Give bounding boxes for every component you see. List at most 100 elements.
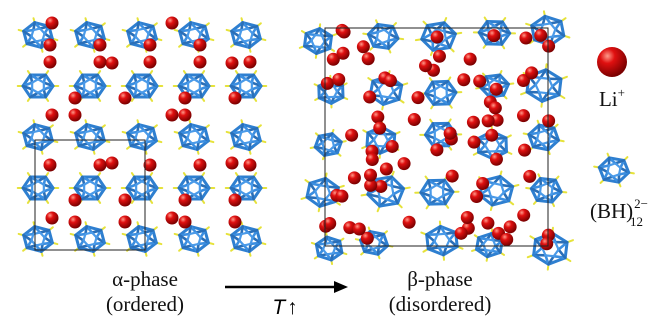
bond	[377, 39, 382, 43]
li-ion	[244, 56, 257, 69]
li-ion	[348, 171, 361, 184]
li-ion	[380, 163, 393, 176]
li-ion	[408, 113, 421, 126]
phase-title: α-phase	[112, 267, 178, 291]
li-ion	[144, 39, 157, 52]
cluster-charge: 2−	[634, 196, 648, 211]
li-ion	[517, 109, 530, 122]
li-ion	[517, 209, 530, 222]
li-ion	[482, 114, 495, 127]
bond	[428, 248, 439, 249]
bond	[135, 177, 137, 185]
li-ion	[119, 92, 132, 105]
li-ion	[504, 220, 517, 233]
li-ion	[69, 194, 82, 207]
bh-cluster	[175, 222, 214, 256]
li-ion	[485, 129, 498, 142]
bond	[96, 89, 98, 97]
bond	[554, 250, 559, 257]
li-ion	[44, 159, 57, 172]
li-ion	[398, 157, 411, 170]
bond	[318, 198, 325, 199]
bond	[200, 191, 202, 199]
bond	[439, 247, 447, 248]
cluster-label: (BH)2−12	[590, 196, 648, 229]
li-ion	[229, 194, 242, 207]
bh-cluster	[19, 222, 58, 256]
li-ion	[166, 212, 179, 225]
li-ion	[464, 53, 477, 66]
li-label: Li+	[599, 85, 625, 111]
bond	[135, 75, 137, 83]
li-ion	[500, 233, 513, 246]
li-ion	[94, 56, 107, 69]
bh-cluster	[474, 171, 519, 210]
li-ion	[487, 29, 500, 42]
arrow-head	[334, 281, 348, 293]
bh-cluster	[420, 77, 461, 108]
bond	[323, 250, 327, 255]
increase-arrow: ↑	[287, 296, 298, 319]
li-ion	[457, 73, 470, 86]
li-ion	[226, 157, 239, 170]
li-ion	[481, 217, 494, 230]
li-ion	[106, 157, 119, 170]
bond	[381, 96, 388, 97]
bond	[330, 146, 334, 150]
li-charge: +	[618, 85, 625, 100]
li-ion	[468, 136, 481, 149]
li-ion	[433, 50, 446, 63]
li-ion	[444, 127, 457, 140]
li-ion	[69, 216, 82, 229]
figure: α-phase (ordered) T↑ β-phase (disordered…	[0, 0, 670, 328]
li-ion	[179, 216, 192, 229]
li-ion	[362, 52, 375, 65]
li-ion	[366, 153, 379, 166]
bond	[319, 97, 328, 98]
bond	[148, 191, 150, 199]
bond	[498, 193, 503, 199]
li-ion	[46, 17, 59, 30]
bond	[187, 177, 189, 185]
li-ion	[519, 31, 532, 44]
li-ion	[119, 194, 132, 207]
li-ion	[94, 39, 107, 52]
phase-subtitle: (disordered)	[389, 292, 492, 316]
bh-cluster	[227, 18, 266, 52]
bond	[307, 197, 318, 198]
li-ion	[518, 144, 531, 157]
bh-cluster	[19, 120, 58, 154]
li-ion	[194, 159, 207, 172]
li-ion	[226, 57, 239, 70]
li-ion	[542, 114, 555, 127]
li-ion	[106, 57, 119, 70]
li-ion	[69, 109, 82, 122]
bond	[619, 168, 620, 175]
li-ion	[467, 116, 480, 129]
li-ion	[194, 39, 207, 52]
li-ion	[44, 56, 57, 69]
bh-cluster	[594, 154, 634, 187]
bh-cluster	[18, 173, 59, 203]
li-ion	[46, 109, 59, 122]
li-ion	[371, 111, 384, 124]
li-ion	[94, 159, 107, 172]
li-ion	[430, 143, 443, 156]
alpha-structure	[18, 17, 267, 256]
li-ion	[46, 212, 59, 225]
bond	[200, 89, 202, 97]
bond	[239, 75, 241, 83]
li-ion	[166, 109, 179, 122]
li-ion	[490, 83, 503, 96]
li-ion	[44, 39, 57, 52]
bond	[387, 194, 393, 199]
phase-subtitle: (ordered)	[106, 292, 184, 316]
bond	[239, 177, 241, 185]
li-ion	[412, 91, 425, 104]
bond	[536, 78, 541, 85]
bond	[444, 31, 445, 39]
li-base: Li	[599, 87, 618, 111]
li-ion	[335, 190, 348, 203]
bond	[543, 23, 551, 24]
beta-structure	[300, 11, 573, 269]
